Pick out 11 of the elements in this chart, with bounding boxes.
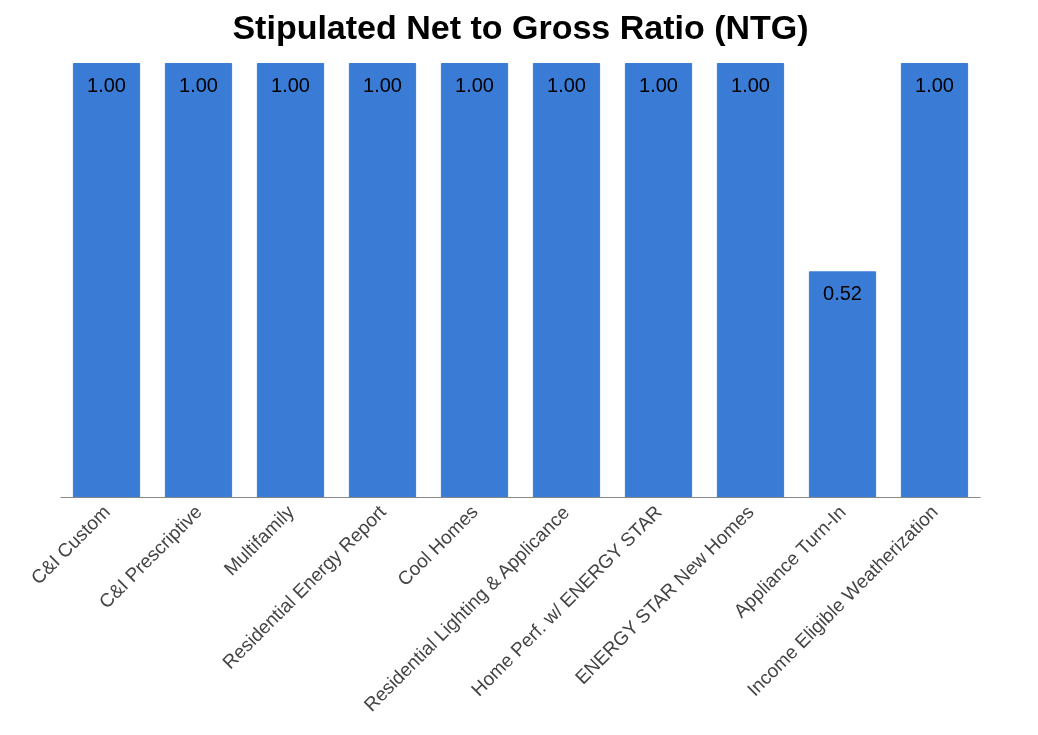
- data-label: 1.00: [87, 73, 126, 96]
- data-label: 0.52: [823, 281, 862, 304]
- data-label: 1.00: [547, 73, 586, 96]
- chart-title: Stipulated Net to Gross Ratio (NTG): [232, 7, 809, 46]
- data-label: 1.00: [179, 73, 218, 96]
- data-label: 1.00: [363, 73, 402, 96]
- data-label: 1.00: [639, 73, 678, 96]
- data-label: 1.00: [271, 73, 310, 96]
- data-label: 1.00: [915, 73, 954, 96]
- data-label: 1.00: [731, 73, 770, 96]
- data-label: 1.00: [455, 73, 494, 96]
